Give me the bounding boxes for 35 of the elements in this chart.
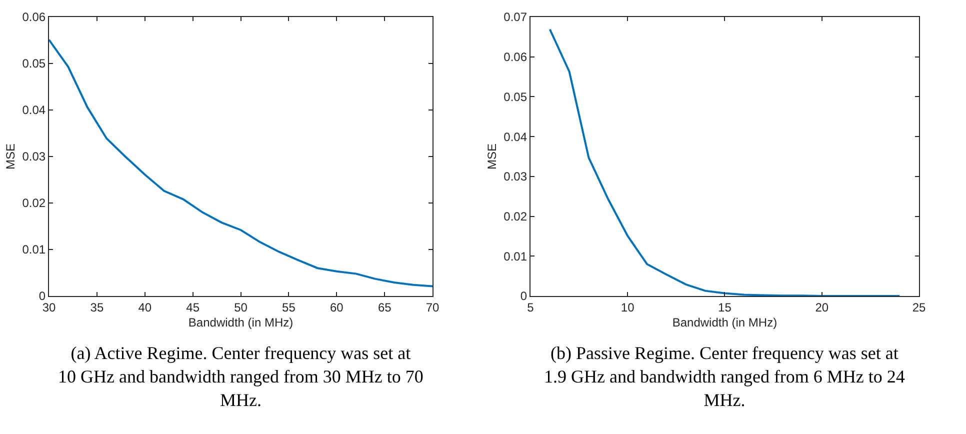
x-tick-label: 35: [90, 300, 104, 314]
line-series: [548, 28, 901, 296]
x-tick-label: 55: [282, 300, 296, 314]
x-tick-label: 45: [186, 300, 200, 314]
y-axis-title: MSE: [484, 143, 499, 170]
y-tick-label: 0.02: [22, 196, 46, 210]
text: (b) Passive Regime. Center frequency was set at 1.9 GHz and bandwidth ranged from 6 MHz to 24 MHz.: [544, 343, 905, 410]
y-tick-label: 0.02: [504, 209, 528, 224]
y-tick-label: 0.07: [504, 10, 528, 24]
y-tick-label: 0.01: [22, 242, 46, 257]
y-tick-label: 0.06: [504, 50, 528, 64]
x-axis-title: Bandwidth (in MHz): [188, 315, 294, 330]
x-tick-label: 65: [378, 300, 392, 314]
y-axis-title: MSE: [4, 143, 18, 170]
x-tick-label: 5: [527, 300, 534, 314]
y-tick-label: 0.01: [504, 249, 528, 264]
x-tick-label: 50: [234, 300, 248, 314]
y-tick-label: 0.04: [504, 130, 528, 144]
text: (a) Active Regime. Center frequency was set at 10 GHz and bandwidth ranged from 30 MHz to 70 MHz.: [58, 343, 424, 410]
y-tick-label: 0.03: [504, 170, 528, 184]
y-tick-label: 0.03: [22, 150, 46, 164]
x-tick-label: 15: [718, 300, 732, 314]
x-tick-label: 40: [138, 300, 152, 314]
y-tick-label: 0.04: [22, 103, 46, 118]
x-tick-label: 10: [620, 300, 635, 314]
y-tick-label: 0.05: [22, 56, 46, 71]
x-tick-label: 70: [426, 300, 440, 314]
x-tick-label: 60: [330, 300, 344, 314]
x-tick-label: 20: [815, 300, 829, 314]
y-tick-label: 0.06: [22, 10, 46, 24]
x-tick-label: 25: [912, 300, 926, 314]
x-axis-title: Bandwidth (in MHz): [672, 315, 778, 330]
line-series: [49, 38, 433, 288]
y-tick-label: 0: [520, 289, 528, 304]
y-tick-label: 0.05: [504, 90, 528, 104]
